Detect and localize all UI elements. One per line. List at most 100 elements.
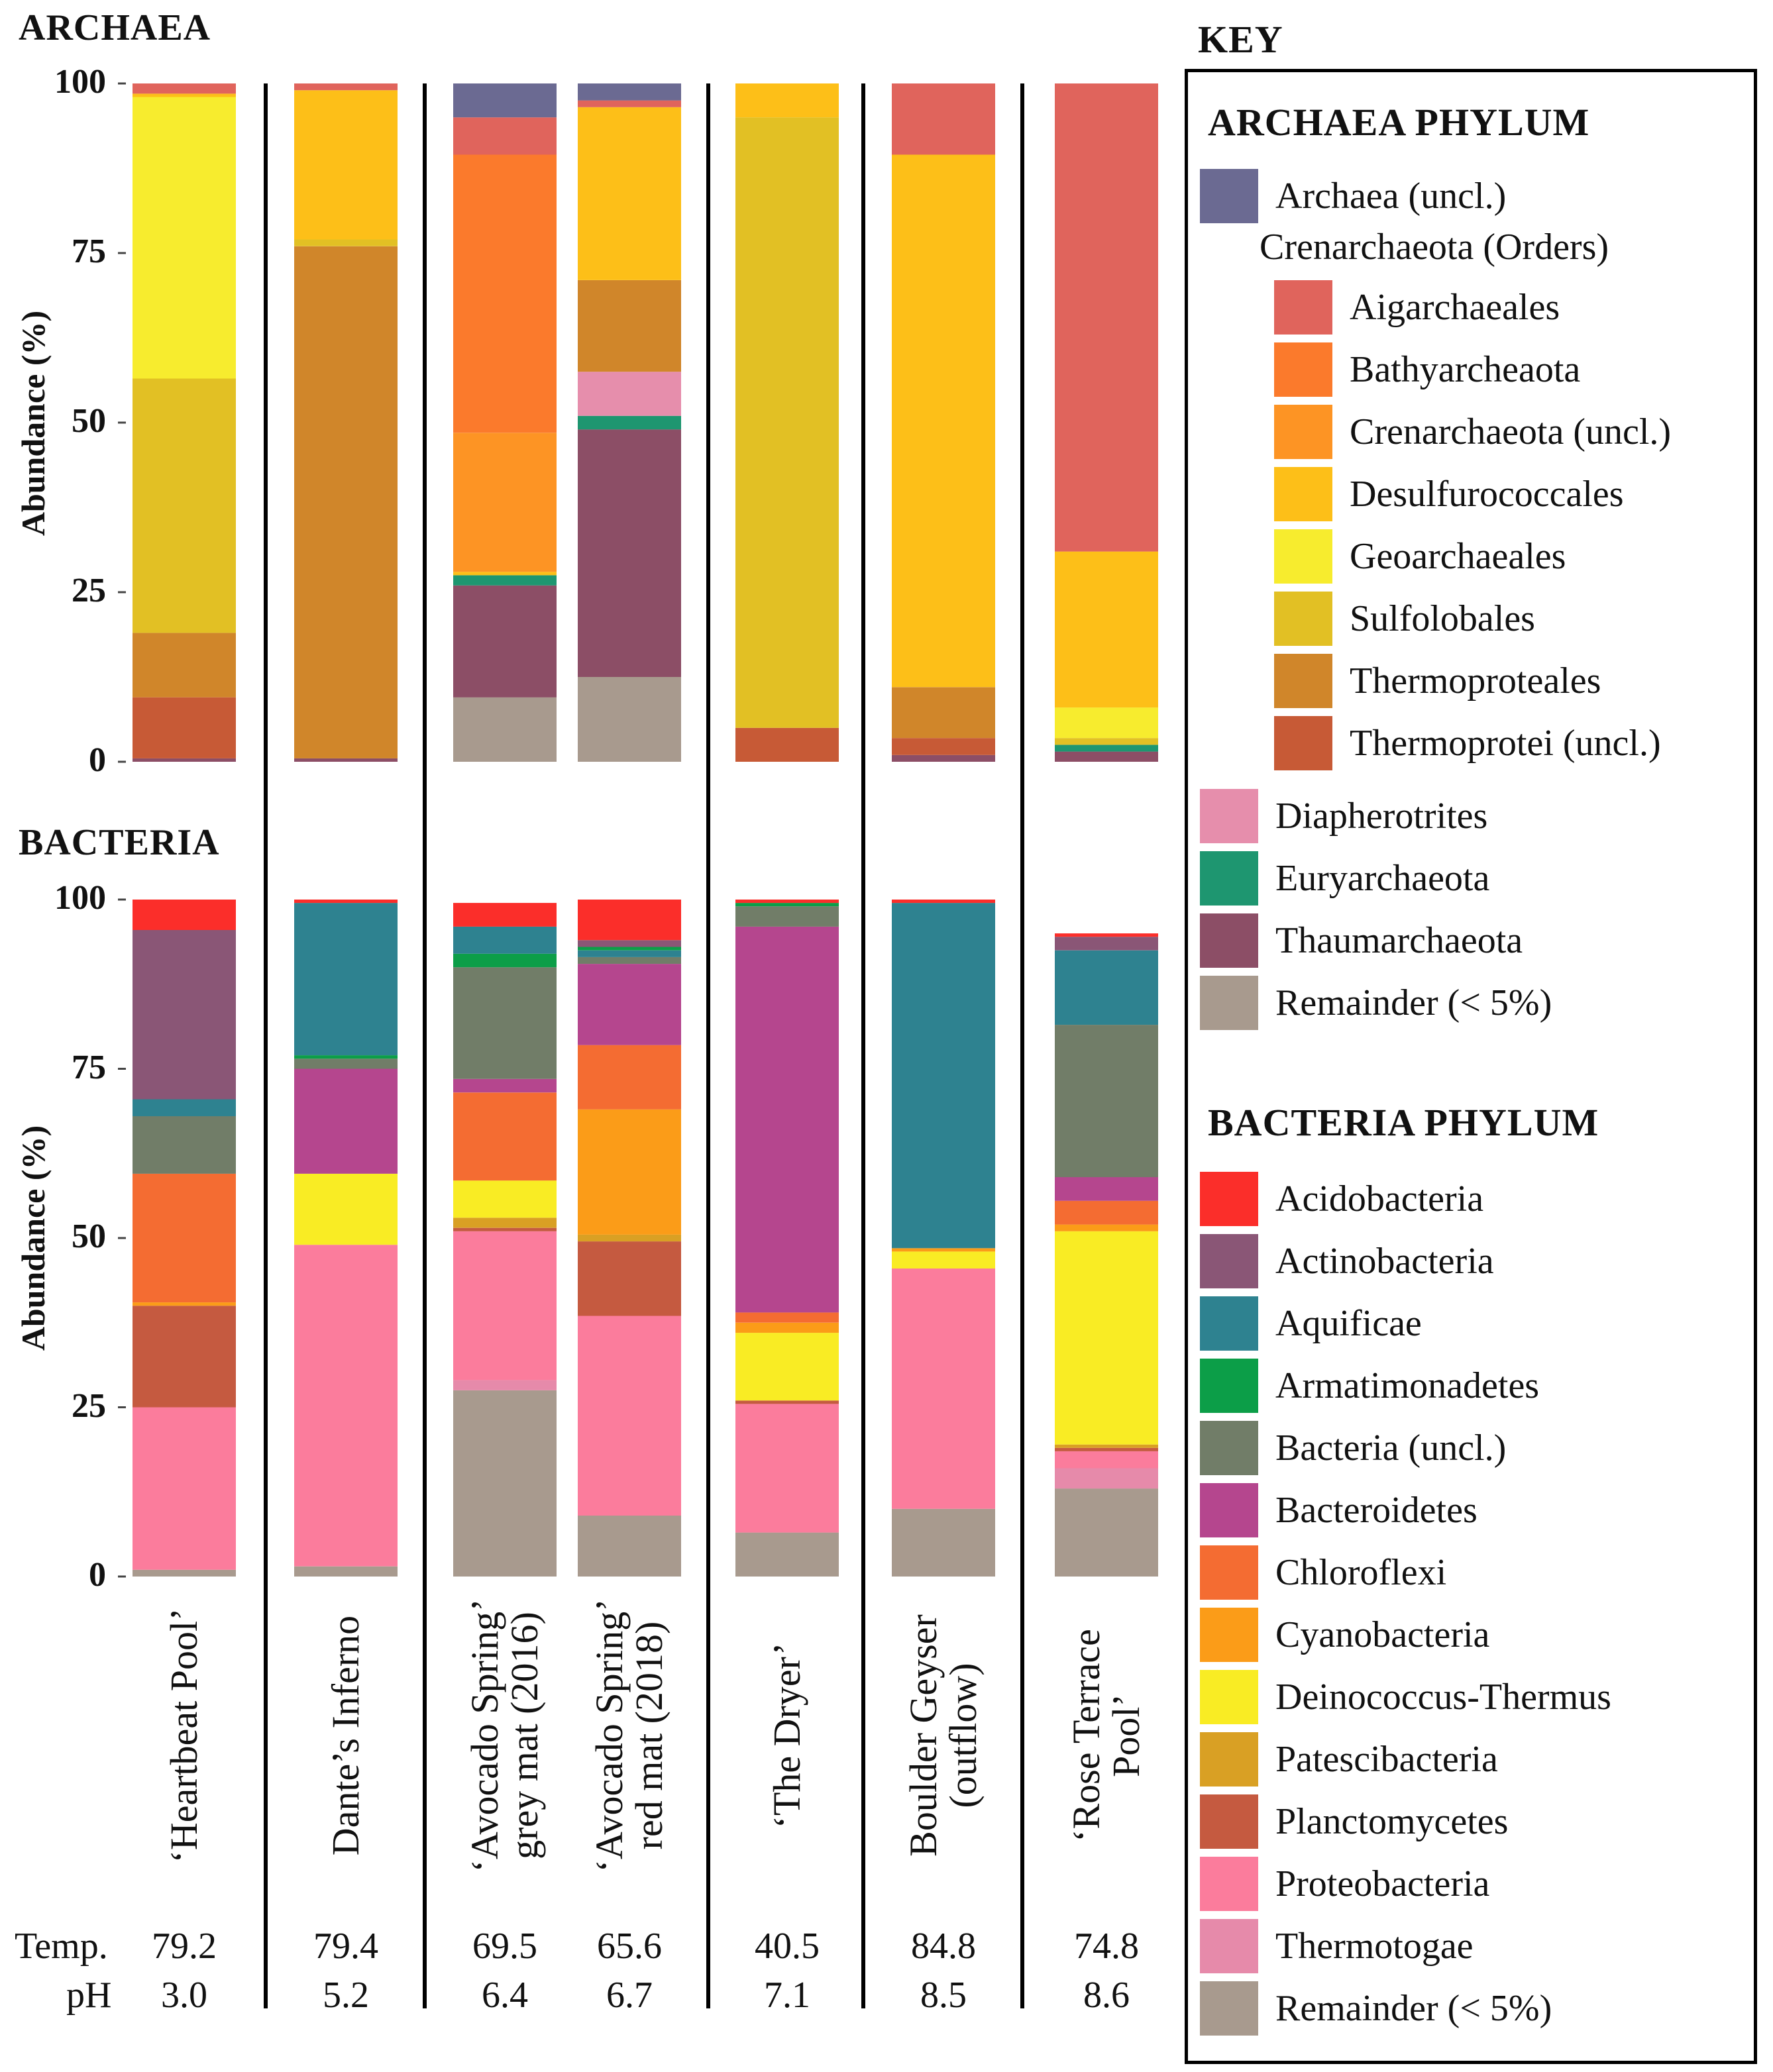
archaea-bar-segment-desulfurococcales bbox=[892, 154, 995, 688]
bacteria-bar-segment-aquificae bbox=[578, 950, 681, 957]
archaea-bar-segment-thaumarchaeota bbox=[294, 758, 398, 762]
legend-item-aigarchaeales: Aigarchaeales bbox=[1274, 280, 1560, 335]
bacteria-bar-segment-aquificae bbox=[294, 903, 398, 1056]
bacteria-bar-segment-bacteria-uncl bbox=[735, 906, 839, 927]
site-ph-value: 5.2 bbox=[323, 1975, 369, 2016]
legend-swatch bbox=[1200, 1421, 1258, 1475]
bacteria-bar-segment-bacteroidetes bbox=[294, 1068, 398, 1174]
legend-swatch bbox=[1200, 1794, 1258, 1849]
y-tick-label: 75 bbox=[72, 1048, 106, 1086]
site-label-line1: Boulder Geyser bbox=[902, 1614, 945, 1857]
legend-label: Euryarchaeota bbox=[1275, 858, 1490, 899]
bacteria-bar-segment-chloroflexi bbox=[578, 1045, 681, 1110]
archaea-bar-segment-thaumarchaeota bbox=[892, 754, 995, 762]
bacteria-bar-segment-proteobacteria bbox=[453, 1231, 557, 1380]
key-title: KEY bbox=[1198, 18, 1283, 61]
archaea-bar-segment-desulfurococcales bbox=[294, 90, 398, 240]
site-label: ‘Heartbeat Pool’ bbox=[138, 1577, 231, 1894]
legend-label: Remainder (< 5%) bbox=[1275, 982, 1552, 1023]
legend-label: Archaea (uncl.) bbox=[1275, 176, 1507, 217]
bacteria-bar-segment-bacteroidetes bbox=[1055, 1177, 1158, 1201]
site-separator bbox=[264, 83, 268, 2008]
bacteria-bar-segment-remainder-5 bbox=[1055, 1488, 1158, 1577]
legend-swatch bbox=[1274, 467, 1332, 521]
legend-item-thermoproteales: Thermoproteales bbox=[1274, 654, 1601, 708]
legend-swatch bbox=[1274, 342, 1332, 397]
bacteria-bar-segment-bacteria-uncl bbox=[578, 957, 681, 964]
legend-item-remainder-5: Remainder (< 5%) bbox=[1200, 976, 1552, 1030]
site-label: ‘The Dryer’ bbox=[741, 1577, 833, 1894]
legend-label: Bacteroidetes bbox=[1275, 1490, 1478, 1531]
legend-label: Diapherotrites bbox=[1275, 796, 1488, 837]
bacteria-bar-segment-planctomycetes bbox=[453, 1227, 557, 1231]
bacteria-bar-segment-acidobacteria bbox=[892, 900, 995, 904]
bacteria-bar-segment-proteobacteria bbox=[133, 1407, 236, 1570]
archaea-bar-segment-desulfurococcales bbox=[453, 572, 557, 576]
site-label-line1: ‘The Dryer’ bbox=[765, 1642, 808, 1829]
legend-swatch bbox=[1200, 1732, 1258, 1787]
legend-swatch bbox=[1274, 592, 1332, 646]
bacteria-bar-segment-armatimonadetes bbox=[735, 903, 839, 907]
legend-label: Actinobacteria bbox=[1275, 1241, 1494, 1282]
bacteria-bar-segment-remainder-5 bbox=[453, 1390, 557, 1577]
bacteria-bar-segment-acidobacteria bbox=[133, 900, 236, 930]
bacteria-bar-segment-armatimonadetes bbox=[294, 1055, 398, 1059]
legend-box: ARCHAEA PHYLUM Crenarchaeota (Orders) BA… bbox=[1185, 69, 1757, 2064]
archaea-bar-segment-aigarchaeales bbox=[892, 83, 995, 155]
ph-row-label: pH bbox=[66, 1975, 112, 2016]
bacteria-bar-segment-bacteroidetes bbox=[578, 964, 681, 1045]
bacteria-bar-segment-aquificae bbox=[453, 926, 557, 954]
bacteria-bar-segment-planctomycetes bbox=[735, 1400, 839, 1404]
site-label-line2: Pool’ bbox=[1104, 1694, 1148, 1777]
archaea-bar-segment-desulfurococcales bbox=[578, 107, 681, 280]
bacteria-bar-segment-armatimonadetes bbox=[453, 953, 557, 968]
site-label: ‘Avocado Spring’ red mat (2018) bbox=[583, 1577, 676, 1894]
bacteria-bar-segment-acidobacteria bbox=[453, 903, 557, 927]
site-label-line2: (outflow) bbox=[941, 1663, 985, 1808]
site-ph-value: 6.4 bbox=[482, 1975, 528, 2016]
archaea-title: ARCHAEA bbox=[19, 7, 211, 48]
legend-label: Aigarchaeales bbox=[1350, 287, 1560, 328]
bacteria-bar-segment-bacteria-uncl bbox=[453, 967, 557, 1079]
archaea-bar-segment-geoarchaeales bbox=[1055, 707, 1158, 739]
archaea-bar-segment-crenarchaeota-uncl bbox=[453, 433, 557, 572]
legend-label: Planctomycetes bbox=[1275, 1801, 1509, 1842]
archaea-bar-segment-remainder-5 bbox=[453, 697, 557, 762]
bacteria-bar-segment-bacteroidetes bbox=[735, 926, 839, 1313]
y-tick-label: 50 bbox=[72, 1217, 106, 1255]
site-temp-value: 40.5 bbox=[755, 1926, 820, 1967]
legend-label: Armatimonadetes bbox=[1275, 1365, 1540, 1406]
legend-swatch bbox=[1200, 1296, 1258, 1351]
y-tick-label: 50 bbox=[72, 402, 106, 440]
legend-label: Sulfolobales bbox=[1350, 598, 1535, 639]
bacteria-bar-segment-planctomycetes bbox=[1055, 1447, 1158, 1451]
bacteria-bar-segment-acidobacteria bbox=[578, 900, 681, 941]
bacteria-bar-segment-cyanobacteria bbox=[578, 1109, 681, 1235]
legend-item-sulfolobales: Sulfolobales bbox=[1274, 592, 1535, 646]
archaea-bar-segment-archaea-uncl bbox=[578, 83, 681, 101]
site-separator bbox=[861, 83, 865, 2008]
bacteria-bar-segment-proteobacteria bbox=[892, 1269, 995, 1509]
legend-label: Acidobacteria bbox=[1275, 1178, 1484, 1219]
bacteria-bar-segment-acidobacteria bbox=[735, 900, 839, 904]
bacteria-bar-segment-patescibacteria bbox=[453, 1217, 557, 1228]
legend-swatch bbox=[1200, 851, 1258, 906]
site-temp-value: 84.8 bbox=[911, 1926, 976, 1967]
temp-row-label: Temp. bbox=[15, 1926, 108, 1967]
site-label-line1: Dante’s Inferno bbox=[324, 1615, 367, 1856]
legend-item-diapherotrites: Diapherotrites bbox=[1200, 789, 1487, 843]
legend-swatch bbox=[1200, 1483, 1258, 1537]
site-separator bbox=[1020, 83, 1024, 2008]
legend-label: Geoarchaeales bbox=[1350, 536, 1566, 577]
legend-swatch bbox=[1274, 654, 1332, 708]
archaea-bar-segment-thermoproteales bbox=[892, 687, 995, 739]
site-ph-value: 3.0 bbox=[161, 1975, 207, 2016]
site-temp-value: 69.5 bbox=[472, 1926, 537, 1967]
site-temp-value: 65.6 bbox=[597, 1926, 662, 1967]
legend-label: Desulfurococcales bbox=[1350, 474, 1624, 515]
bacteria-bar-segment-proteobacteria bbox=[294, 1245, 398, 1567]
site-separator bbox=[423, 83, 427, 2008]
site-temp-value: 79.2 bbox=[152, 1926, 217, 1967]
legend-item-euryarchaeota: Euryarchaeota bbox=[1200, 851, 1489, 906]
bacteria-bar-segment-aquificae bbox=[133, 1099, 236, 1117]
